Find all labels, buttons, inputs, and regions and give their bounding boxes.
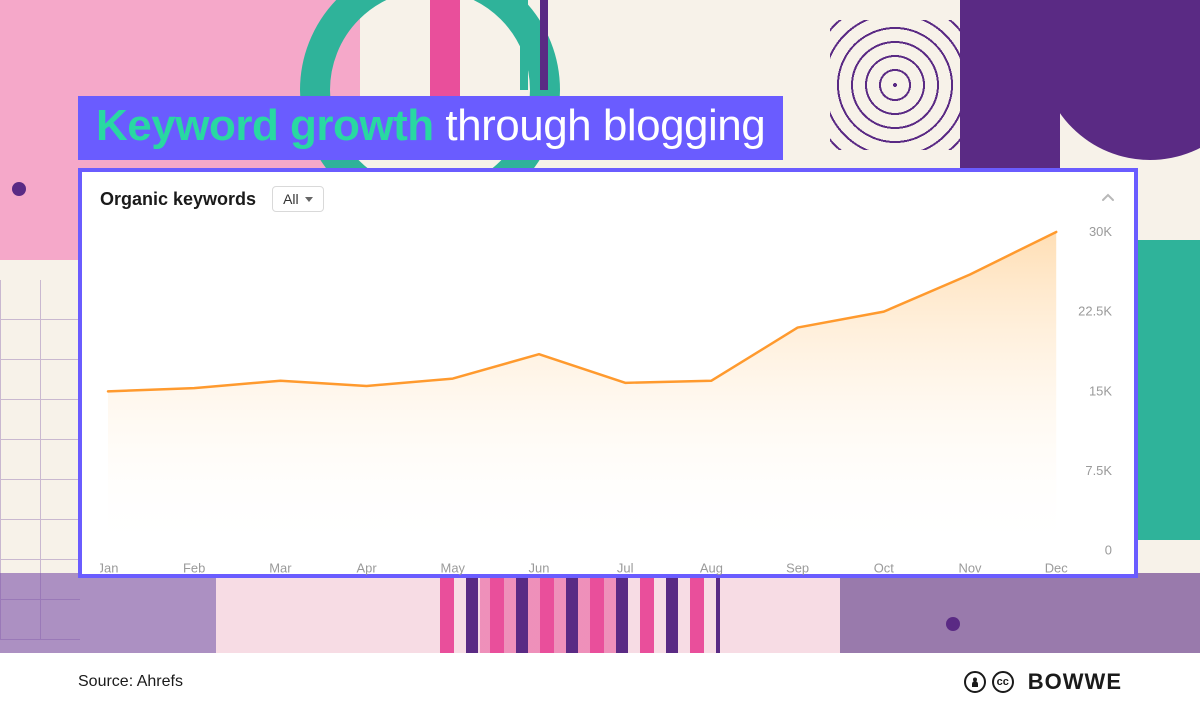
svg-text:Mar: Mar bbox=[269, 561, 292, 576]
filter-dropdown[interactable]: All bbox=[272, 186, 324, 212]
chart-header: Organic keywords All bbox=[100, 186, 1116, 212]
svg-text:30K: 30K bbox=[1089, 224, 1112, 239]
svg-text:Jun: Jun bbox=[529, 561, 550, 576]
svg-text:Nov: Nov bbox=[959, 561, 983, 576]
attribution-icon bbox=[964, 671, 986, 693]
svg-text:Sep: Sep bbox=[786, 561, 809, 576]
svg-text:0: 0 bbox=[1105, 543, 1112, 558]
svg-text:Jan: Jan bbox=[100, 561, 118, 576]
title-rest: through blogging bbox=[434, 101, 766, 150]
area-chart-svg: 0 7.5K 15K 22.5K 30K Jan Feb Mar Apr May Jun Jul Aug… bbox=[100, 222, 1116, 581]
svg-text:7.5K: 7.5K bbox=[1085, 463, 1112, 478]
svg-text:Jul: Jul bbox=[617, 561, 634, 576]
svg-text:Dec: Dec bbox=[1045, 561, 1069, 576]
footer: Source: Ahrefs cc BOWWE bbox=[0, 653, 1200, 711]
chart-plot-area: 0 7.5K 15K 22.5K 30K Jan Feb Mar Apr May Jun Jul Aug… bbox=[100, 222, 1116, 581]
svg-text:15K: 15K bbox=[1089, 383, 1112, 398]
svg-text:22.5K: 22.5K bbox=[1078, 304, 1112, 319]
collapse-toggle[interactable] bbox=[1100, 190, 1116, 211]
svg-text:Aug: Aug bbox=[700, 561, 723, 576]
chevron-down-icon bbox=[305, 197, 313, 202]
page-title: Keyword growth through blogging bbox=[78, 96, 783, 160]
chart-card: Organic keywords All 0 7.5K 15K 22.5K 30K Jan… bbox=[78, 168, 1138, 578]
chart-title: Organic keywords bbox=[100, 189, 256, 210]
cc-icon: cc bbox=[992, 671, 1014, 693]
footer-right: cc BOWWE bbox=[964, 669, 1122, 695]
svg-text:Oct: Oct bbox=[874, 561, 895, 576]
source-label: Source: Ahrefs bbox=[78, 673, 183, 691]
title-accent: Keyword growth bbox=[96, 101, 434, 150]
svg-text:Feb: Feb bbox=[183, 561, 205, 576]
brand-logo: BOWWE bbox=[1028, 669, 1122, 695]
filter-label: All bbox=[283, 191, 299, 207]
chevron-up-icon bbox=[1100, 190, 1116, 206]
svg-text:May: May bbox=[441, 561, 466, 576]
svg-text:Apr: Apr bbox=[357, 561, 378, 576]
